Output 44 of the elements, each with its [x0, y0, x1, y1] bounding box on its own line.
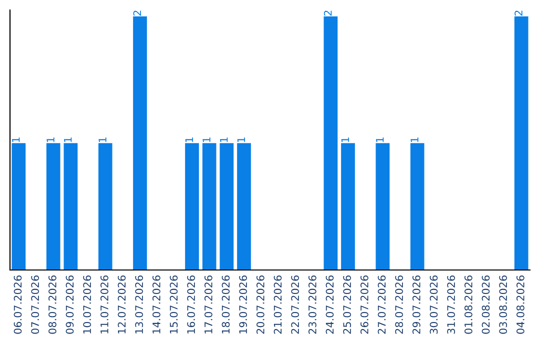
x-tick-label: 17.07.2026	[204, 276, 212, 334]
x-tick-label: 07.07.2026	[31, 276, 40, 334]
data-label: 1	[202, 138, 210, 142]
x-tick-label: 06.07.2026	[14, 276, 22, 334]
data-label: 2	[514, 10, 522, 16]
data-label: 1	[220, 138, 228, 142]
x-tick-label: 12.07.2026	[118, 276, 126, 334]
data-label: 1	[341, 138, 349, 142]
x-tick-label: 31.07.2026	[447, 276, 456, 334]
data-label: 1	[64, 138, 72, 142]
data-label: 1	[185, 138, 193, 142]
x-tick-label: 25.07.2026	[343, 276, 352, 334]
data-label: 1	[410, 138, 418, 142]
x-tick-label: 24.07.2026	[326, 276, 334, 334]
x-tick-label: 02.08.2026	[482, 276, 490, 334]
x-tick-label: 10.07.2026	[83, 276, 92, 334]
data-label: 2	[324, 10, 332, 16]
x-tick-label: 13.07.2026	[135, 276, 144, 334]
x-tick-label: 18.07.2026	[222, 276, 230, 334]
data-label: 2	[133, 10, 141, 16]
x-tick-label: 09.07.2026	[66, 276, 74, 334]
x-tick-label: 11.07.2026	[100, 276, 108, 334]
x-tick-label: 14.07.2026	[152, 276, 160, 334]
x-tick-label: 27.07.2026	[378, 276, 386, 334]
x-tick-label: 28.07.2026	[395, 276, 404, 334]
x-tick-label: 04.08.2026	[516, 276, 524, 334]
x-tick-label: 20.07.2026	[256, 276, 264, 334]
data-label: 1	[376, 138, 384, 142]
data-label: 1	[98, 138, 106, 142]
x-tick-label: 16.07.2026	[187, 276, 196, 334]
x-tick-label: 29.07.2026	[412, 276, 420, 334]
data-label: 1	[12, 138, 20, 142]
x-tick-label: 08.07.2026	[48, 276, 56, 334]
x-tick-label: 22.07.2026	[291, 276, 300, 334]
x-tick-label: 19.07.2026	[239, 276, 248, 334]
data-label: 1	[237, 138, 245, 142]
x-tick-label: 01.08.2026	[464, 276, 472, 334]
x-tick-label: 30.07.2026	[430, 276, 438, 334]
x-tick-label: 15.07.2026	[170, 276, 178, 334]
x-tick-label: 03.08.2026	[499, 276, 508, 334]
x-tick-label: 23.07.2026	[308, 276, 316, 334]
data-label: 1	[46, 138, 54, 142]
x-tick-label: 21.07.2026	[274, 276, 282, 334]
x-tick-label: 26.07.2026	[360, 276, 368, 334]
